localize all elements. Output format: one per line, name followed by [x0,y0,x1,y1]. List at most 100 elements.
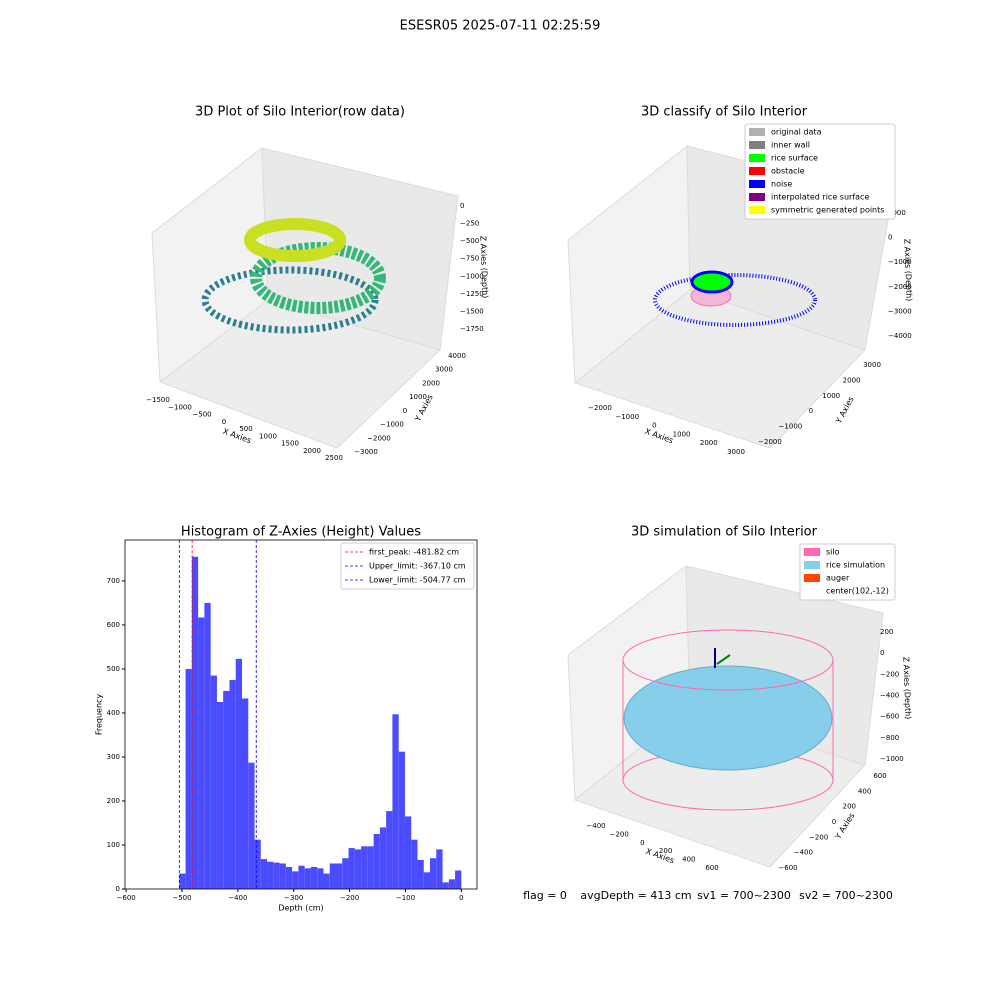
y-tick-label: 1000 [409,393,427,401]
x-tick-label: 2000 [700,439,718,447]
legend-label: rice surface [771,154,818,163]
x-tick-label: −1000 [615,413,639,421]
y-tick-label: 0 [809,407,813,415]
z-tick-label: 0 [888,234,892,242]
bar [317,868,324,889]
illustration [623,665,833,771]
bar [386,811,393,889]
bar [455,870,462,889]
x-tick-label: 400 [682,856,695,864]
y-tick-label: −2000 [367,434,391,442]
legend-swatch [804,574,820,582]
z-tick-label: −4000 [888,332,912,340]
bar [260,859,268,889]
y-tick-label: −1000 [779,423,803,431]
x-tick-label: −200 [610,830,629,838]
legend-swatch [749,167,765,175]
legend-swatch [749,180,765,188]
z-tick-label: −1500 [460,307,484,315]
bar [323,873,330,889]
illustration [201,266,379,334]
z-tick-label: −500 [460,237,479,245]
x-tick-label: −500 [192,411,211,419]
x-tick-label: −1000 [168,403,192,411]
bar [216,701,224,889]
y-tick-label: −200 [809,833,828,841]
x-tick-label: 2500 [325,454,343,462]
y-tick-label: 4000 [448,352,466,360]
bar [248,762,255,889]
z-tick-label: −1250 [460,290,484,298]
bar [342,858,349,889]
bar [329,863,337,889]
bar [292,871,299,889]
y-tick-label: 0 [403,407,407,415]
bar [285,866,293,889]
chart-title: 3D Plot of Silo Interior(row data) [195,105,405,120]
x-tick-label: 3000 [727,448,745,456]
legend-label: interpolated rice surface [771,193,869,202]
z-tick-label: −2000 [888,283,912,291]
legend-label: first_peak: -481.82 cm [369,548,459,557]
x-tick-label: 0 [459,894,463,902]
illustration [622,629,834,691]
y-tick-label: 700 [107,577,120,585]
bar [223,690,230,889]
bar [417,859,424,889]
legend-swatch [749,154,765,162]
bar [336,863,343,889]
chart-title: 3D classify of Silo Interior [641,105,808,120]
chart-title: Histogram of Z-Axies (Height) Values [181,525,421,540]
plot-frame [124,539,478,890]
z-tick-label: −800 [880,734,899,742]
illustration [716,654,731,665]
legend-swatch [749,206,765,214]
bar [235,658,242,889]
pane [573,289,866,449]
y-tick-label: −400 [794,849,813,857]
bar [185,668,192,889]
y-tick-label: 0 [116,885,120,893]
y-tick-label: −2000 [758,438,782,446]
x-tick-label: 0 [222,418,226,426]
z-tick-label: −200 [880,670,899,678]
z-tick-label: −400 [880,692,899,700]
x-tick-label: −400 [586,822,605,830]
y-tick-label: 400 [858,787,871,795]
illustration [690,270,734,294]
bar [210,675,217,889]
y-axis-label: Frequency [95,694,104,736]
legend-swatch [749,141,765,149]
bar [241,698,249,889]
legend-label: silo [826,548,840,557]
legend-label: rice simulation [826,561,885,570]
status-text: sv2 = 700~2300 [799,889,893,902]
bar [436,849,443,889]
x-tick-label: 1000 [259,432,277,440]
z-tick-label: −600 [880,713,899,721]
x-tick-label: −2000 [588,404,612,412]
pane [158,299,441,449]
bar [254,839,261,889]
y-tick-label: 500 [107,665,120,673]
legend-label: original data [771,128,822,137]
status-text: avgDepth = 413 cm [580,889,691,902]
x-tick-label: −400 [228,894,247,902]
bar [361,846,368,889]
bar [204,602,211,889]
bar [354,849,362,889]
bar [229,679,236,889]
illustration [244,218,346,262]
bar [411,839,418,889]
x-tick-label: 0 [640,839,644,847]
legend-swatch [749,128,765,136]
z-tick-label: −1750 [460,325,484,333]
y-tick-label: −600 [778,864,797,872]
x-tick-label: 1500 [281,440,299,448]
y-tick-label: 400 [107,709,120,717]
bar [430,858,437,889]
legend-box [744,123,896,220]
x-tick-label: −600 [117,894,136,902]
legend-label: symmetric generated points [771,206,884,215]
x-tick-label: −500 [172,894,191,902]
